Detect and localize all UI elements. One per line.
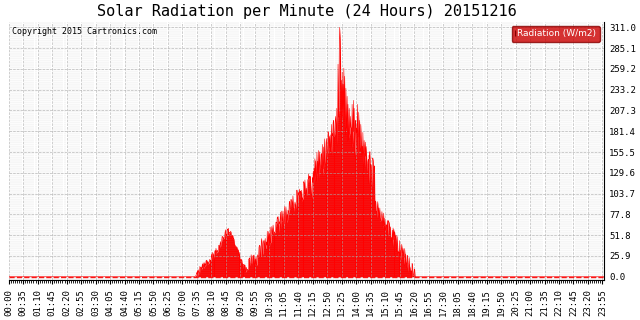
Title: Solar Radiation per Minute (24 Hours) 20151216: Solar Radiation per Minute (24 Hours) 20… <box>97 4 516 19</box>
Text: Copyright 2015 Cartronics.com: Copyright 2015 Cartronics.com <box>12 27 157 36</box>
Legend: Radiation (W/m2): Radiation (W/m2) <box>511 26 600 42</box>
